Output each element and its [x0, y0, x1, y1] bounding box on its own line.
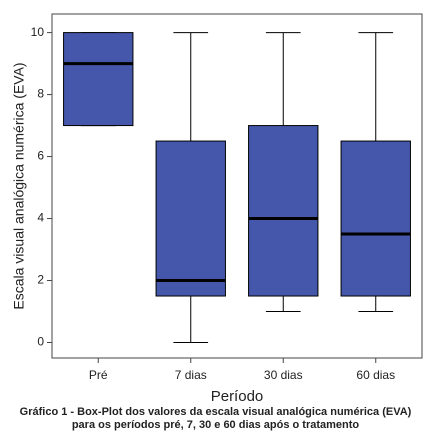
x-tick-label: Pré: [89, 368, 108, 382]
y-tick-label: 0: [37, 335, 44, 349]
y-tick-label: 10: [31, 25, 45, 39]
x-tick-label: 7 dias: [175, 368, 207, 382]
box: [63, 32, 134, 127]
y-axis-label: Escala visual analógica numérica (EVA): [11, 62, 27, 309]
x-tick-label: 60 dias: [356, 368, 395, 382]
y-tick-label: 8: [37, 87, 44, 101]
chart: Período Escala visual analógica numérica…: [11, 13, 423, 404]
box: [248, 125, 319, 297]
y-tick-label: 2: [37, 273, 44, 287]
x-axis-label: Período: [211, 388, 264, 404]
plot-frame: [51, 13, 423, 359]
box: [155, 140, 226, 297]
box: [340, 140, 411, 297]
y-tick-label: 4: [37, 211, 44, 225]
x-tick-label: 30 dias: [264, 368, 303, 382]
caption: Gráfico 1 - Box-Plot dos valores da esca…: [19, 406, 412, 431]
y-tick-label: 6: [37, 149, 44, 163]
